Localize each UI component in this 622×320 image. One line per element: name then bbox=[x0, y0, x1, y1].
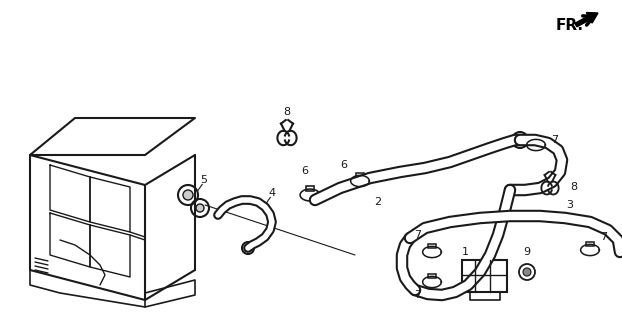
Text: 8: 8 bbox=[570, 182, 578, 192]
Text: 6: 6 bbox=[340, 160, 348, 170]
Text: 5: 5 bbox=[200, 175, 208, 185]
Text: FR.: FR. bbox=[556, 18, 584, 33]
Text: 2: 2 bbox=[374, 197, 381, 207]
Text: 7: 7 bbox=[600, 232, 608, 242]
Text: 7: 7 bbox=[552, 135, 559, 145]
Circle shape bbox=[523, 268, 531, 276]
Circle shape bbox=[183, 190, 193, 200]
Text: 1: 1 bbox=[462, 247, 468, 257]
Text: 8: 8 bbox=[284, 107, 290, 117]
Text: 7: 7 bbox=[414, 230, 422, 240]
FancyArrow shape bbox=[575, 12, 598, 27]
Text: 6: 6 bbox=[302, 166, 309, 176]
Text: 3: 3 bbox=[567, 200, 573, 210]
Text: 9: 9 bbox=[524, 247, 531, 257]
Circle shape bbox=[196, 204, 204, 212]
Text: 7: 7 bbox=[414, 290, 422, 300]
Text: 4: 4 bbox=[269, 188, 276, 198]
